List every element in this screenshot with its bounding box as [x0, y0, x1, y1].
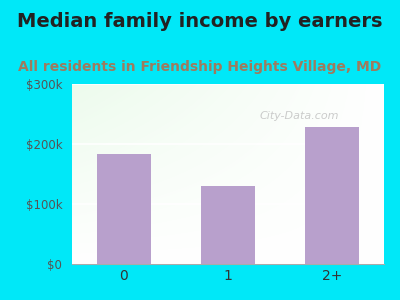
Bar	[201, 186, 255, 264]
Text: City-Data.com: City-Data.com	[260, 111, 340, 122]
Text: All residents in Friendship Heights Village, MD: All residents in Friendship Heights Vill…	[18, 60, 382, 74]
Text: Median family income by earners: Median family income by earners	[17, 12, 383, 31]
Bar	[97, 154, 151, 264]
Bar	[305, 127, 359, 264]
